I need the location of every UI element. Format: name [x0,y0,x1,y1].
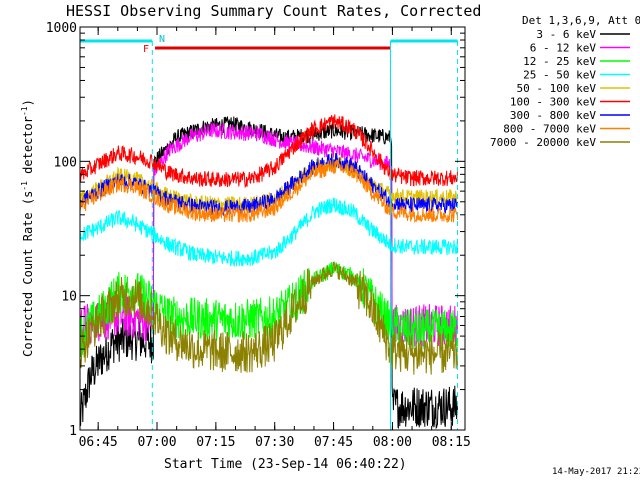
legend-entry-label: 3 - 6 keV [536,28,596,41]
y-axis-label-main: Corrected Count Rate (s [21,191,35,357]
night-label: N [159,34,165,45]
x-tick-label: 07:45 [314,435,353,450]
x-tick-label: 08:00 [373,435,412,450]
series-line [79,197,458,268]
x-tick-label: 07:15 [196,435,235,450]
y-axis-label-sup2: -1 [20,106,29,116]
legend-header: Det 1,3,6,9, Att 0 [522,14,640,27]
legend-entry-label: 7000 - 20000 keV [490,136,596,149]
legend-entry-label: 12 - 25 keV [523,55,596,68]
legend-entry-label: 800 - 7000 keV [503,123,596,136]
y-tick-label: 10 [61,290,77,305]
axes-layer: 06:45 07:00 07:15 07:30 07:45 08:00 08:15 1 10 10… [46,21,471,450]
series-line [79,114,458,189]
y-tick-label: 100 [54,155,77,170]
x-tick-label: 07:00 [137,435,176,450]
series-line [79,261,458,358]
y-tick-label: 1000 [46,21,77,36]
legend-entry-label: 100 - 300 keV [510,96,596,109]
series-layer [79,114,458,430]
y-axis-label: Corrected Count Rate (s-1 detector-1) [20,99,35,357]
annotation-layer: FN [80,34,459,430]
x-tick-label: 08:15 [432,435,471,450]
x-tick-label: 06:45 [79,435,118,450]
y-axis-label-sup1: -1 [20,181,29,191]
y-axis-label-end: ) [21,99,35,106]
x-axis-label: Start Time (23-Sep-14 06:40:22) [164,457,407,472]
y-tick-label: 1 [69,424,77,439]
y-axis-label-mid: detector [21,116,35,181]
series-line [79,261,458,375]
legend-entry-label: 6 - 12 keV [530,42,597,55]
series-line [79,158,458,224]
legend-entry-label: 25 - 50 keV [523,69,596,82]
axes-frame [79,26,466,431]
x-tick-label: 07:30 [255,435,294,450]
legend-entry-label: 300 - 800 keV [510,109,596,122]
flare-label: F [143,44,149,55]
footer-date: 14-May-2017 21:23 [552,467,640,477]
chart-title: HESSI Observing Summary Count Rates, Cor… [66,2,481,20]
legend-entry-label: 50 - 100 keV [517,82,597,95]
